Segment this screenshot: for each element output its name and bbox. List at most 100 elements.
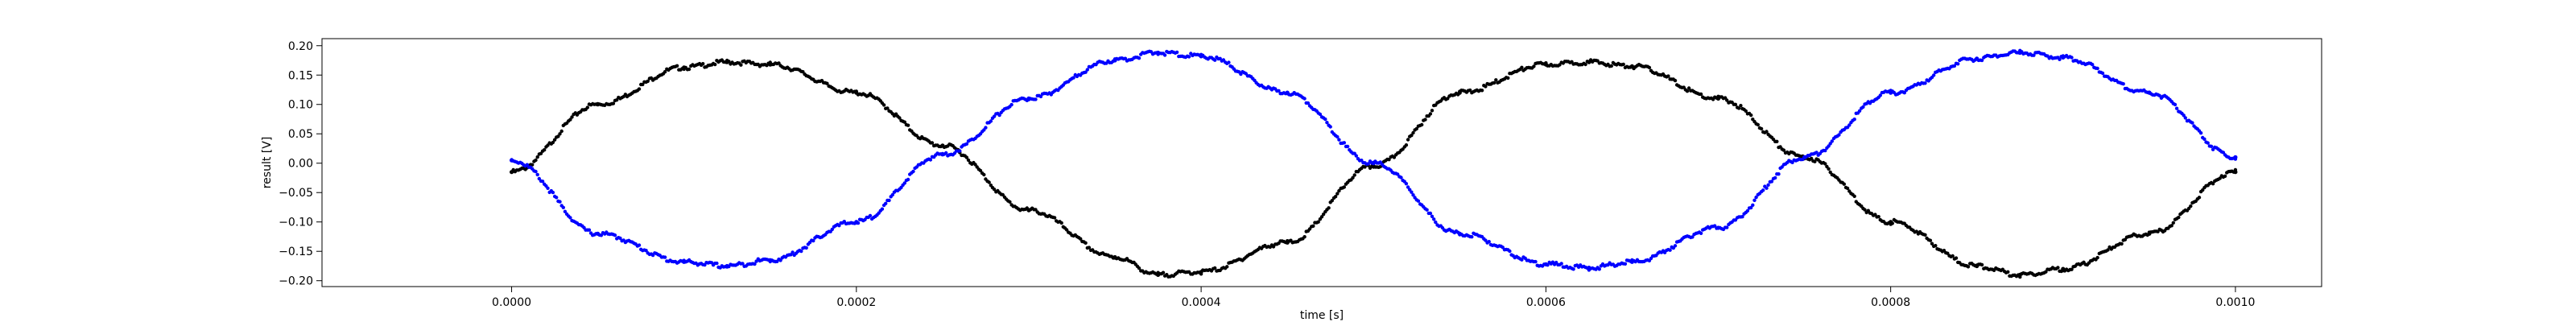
trace-point [1532, 64, 1536, 68]
trace-point [1759, 126, 1764, 131]
trace-point [1425, 208, 1429, 212]
data-point [1113, 58, 1117, 63]
trace-point [1857, 109, 1862, 113]
trace-point [1878, 93, 1882, 97]
x-tick-label: 0.0008 [1871, 296, 1910, 309]
trace-point [1084, 241, 1088, 245]
trace-point [587, 228, 592, 232]
trace-point [1863, 208, 1867, 212]
trace-point [906, 177, 910, 182]
trace-point [1745, 208, 1750, 213]
trace-point [1316, 220, 1320, 224]
data-point [2061, 55, 2066, 60]
data-point [1802, 155, 1807, 159]
trace-point [1307, 227, 1312, 231]
plot-frame [321, 38, 2322, 287]
trace-point [675, 64, 679, 68]
trace-point [1932, 73, 1936, 77]
trace-point [2206, 141, 2210, 145]
trace-point [1480, 89, 1484, 93]
trace-point [1328, 125, 1332, 129]
trace-point [1685, 89, 1690, 93]
trace-point [615, 98, 619, 102]
trace-point [978, 168, 983, 173]
trace-point [1008, 200, 1012, 204]
trace-point [2173, 102, 2178, 107]
trace-point [1744, 109, 1748, 114]
trace-point [641, 82, 645, 87]
trace-point [1345, 144, 1350, 149]
trace-point [1213, 266, 1217, 270]
trace-point [546, 186, 550, 190]
trace-point [558, 132, 562, 136]
trace-point [1956, 62, 1960, 66]
trace-point [1951, 254, 1955, 258]
trace-point [540, 180, 545, 184]
data-point [1715, 225, 1721, 230]
trace-point [1673, 244, 1678, 248]
trace-point [2218, 176, 2222, 180]
trace-point [1979, 262, 1984, 267]
trace-point [1673, 78, 1678, 83]
trace-point [982, 172, 986, 177]
trace-point [1813, 159, 1817, 163]
trace-point [898, 116, 902, 120]
trace-point [1739, 104, 1743, 108]
trace-point [1765, 130, 1769, 134]
trace-point [1699, 92, 1703, 97]
data-point [724, 60, 729, 64]
trace-point [930, 141, 935, 145]
trace-point [791, 250, 795, 254]
trace-point [811, 238, 815, 243]
trace-point [1470, 235, 1474, 239]
trace-point [2183, 116, 2187, 120]
trace-point [984, 126, 988, 130]
trace-point [1754, 195, 1758, 200]
trace-point [701, 62, 705, 66]
trace-point [1396, 172, 1400, 176]
trace-point [1814, 151, 1818, 155]
trace-point [880, 207, 885, 211]
trace-point [1852, 194, 1856, 198]
trace-point [777, 61, 781, 65]
trace-point [1327, 206, 1331, 210]
trace-point [890, 192, 895, 197]
x-axis-label: time [s] [1300, 309, 1344, 322]
trace-point [2211, 182, 2215, 186]
trace-point [2171, 221, 2175, 225]
trace-point [552, 138, 557, 142]
trace-point [830, 227, 835, 232]
trace-point [1406, 138, 1410, 142]
trace-point [741, 262, 745, 266]
trace-point [1410, 190, 1414, 194]
trace-point [902, 181, 907, 185]
trace-point [1423, 118, 1427, 122]
trace-point [2070, 267, 2074, 271]
trace-point [1737, 106, 1741, 110]
data-point [1156, 272, 1161, 277]
trace-point [1861, 105, 1865, 109]
data-point [1715, 96, 1721, 101]
trace-point [2056, 266, 2060, 270]
trace-point [1810, 156, 1814, 161]
trace-point [1725, 98, 1729, 102]
trace-point [1842, 182, 1846, 186]
trace-point [713, 62, 717, 67]
trace-point [992, 114, 997, 118]
trace-point [2121, 82, 2125, 86]
trace-point [1777, 172, 1781, 176]
trace-point [1321, 213, 1326, 217]
trace-point [558, 200, 562, 204]
x-tick-label: 0.0000 [492, 296, 531, 309]
data-point [854, 220, 859, 225]
trace-point [881, 103, 886, 107]
y-tick-label: −0.05 [279, 187, 313, 200]
trace-point [1751, 203, 1755, 207]
trace-point [1484, 85, 1488, 89]
trace-point [2095, 66, 2099, 71]
trace-point [1161, 270, 1166, 275]
trace-point [1225, 265, 1229, 269]
trace-point [2182, 114, 2186, 118]
data-point [510, 158, 514, 163]
trace-point [1085, 68, 1090, 72]
